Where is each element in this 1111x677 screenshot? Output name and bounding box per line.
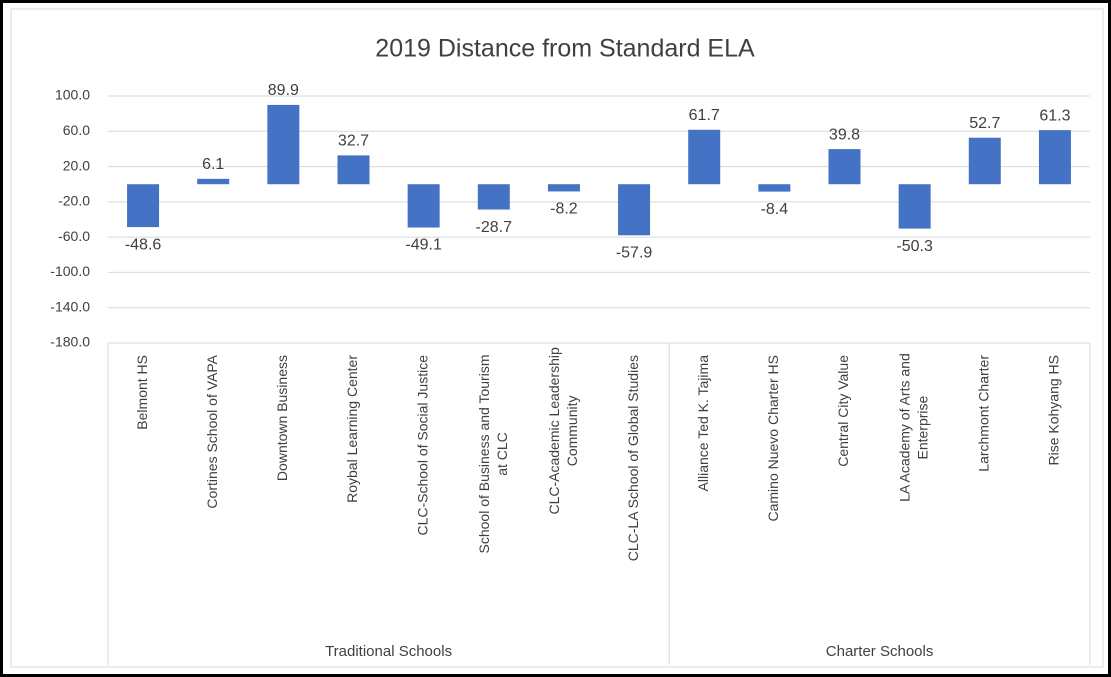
chart-title: 2019 Distance from Standard ELA: [375, 35, 755, 63]
data-label: 89.9: [268, 82, 299, 99]
bar: [127, 184, 160, 228]
data-label: -8.4: [761, 201, 789, 218]
data-label: 32.7: [338, 133, 369, 150]
x-tick-label: Alliance Ted K. Tajima: [695, 355, 711, 492]
data-label: 39.8: [829, 126, 860, 143]
y-tick-label: 60.0: [63, 122, 90, 138]
bar: [477, 184, 510, 210]
bar: [828, 149, 861, 185]
data-label: -28.7: [476, 219, 513, 236]
data-label: 52.7: [969, 115, 1000, 132]
group-label: Traditional Schools: [325, 643, 452, 660]
x-tick-label-line: Enterprise: [914, 395, 930, 459]
data-label: -50.3: [896, 238, 933, 255]
x-tick-label: Belmont HS: [134, 355, 150, 430]
x-tick-label: Rise Kohyang HS: [1046, 355, 1062, 466]
x-tick-label: LA Academy of Arts and Enterprise: [896, 353, 930, 502]
x-tick-label-line: Community: [564, 396, 580, 467]
y-tick-label: -20.0: [58, 193, 90, 209]
x-tick-label: Larchmont Charter: [975, 355, 991, 472]
x-tick-label-line: CLC-Academic Leadership: [546, 347, 562, 515]
y-tick-label: -100.0: [50, 263, 90, 279]
y-tick-label: -140.0: [50, 298, 90, 314]
x-tick-label-line: at CLC: [493, 432, 509, 476]
x-tick-label: CLC-School of Social Justice: [414, 355, 430, 536]
group-label: Charter Schools: [826, 643, 934, 660]
x-tick-label: Central City Value: [835, 355, 851, 467]
x-tick-label: CLC-LA School of Global Studies: [625, 355, 641, 561]
x-tick-label: Camino Nuevo Charter HS: [765, 355, 781, 522]
bar: [898, 184, 931, 229]
bar: [688, 129, 721, 185]
bar: [407, 184, 440, 228]
x-tick-label-line: School of Business and Tourism: [475, 355, 491, 554]
bar: [618, 184, 651, 236]
x-tick-label: Cortines School of VAPA: [204, 354, 220, 508]
bar: [267, 104, 300, 185]
bar: [968, 137, 1001, 185]
bar: [337, 155, 370, 185]
y-tick-label: 20.0: [63, 157, 90, 173]
data-label: 61.3: [1039, 107, 1070, 124]
data-label: 6.1: [202, 156, 224, 173]
y-tick-label: -60.0: [58, 228, 90, 244]
data-label: 61.7: [689, 107, 720, 124]
y-tick-label: 100.0: [55, 87, 90, 103]
bar: [758, 184, 791, 192]
bar: [197, 178, 230, 185]
data-label: -49.1: [405, 237, 442, 254]
x-tick-label: School of Business and Tourism at CLC: [475, 355, 509, 554]
bar: [547, 184, 580, 192]
x-tick-label: CLC-Academic Leadership Community: [546, 347, 580, 515]
x-tick-label: Downtown Business: [274, 355, 290, 481]
data-label: -48.6: [125, 236, 162, 253]
data-label: -8.2: [550, 201, 578, 218]
y-tick-label: -180.0: [50, 334, 90, 350]
bar: [1038, 130, 1071, 185]
chart-area: [10, 8, 1104, 668]
data-label: -57.9: [616, 245, 653, 262]
x-tick-label-line: LA Academy of Arts and: [896, 353, 912, 502]
x-tick-label: Roybal Learning Center: [344, 355, 360, 503]
